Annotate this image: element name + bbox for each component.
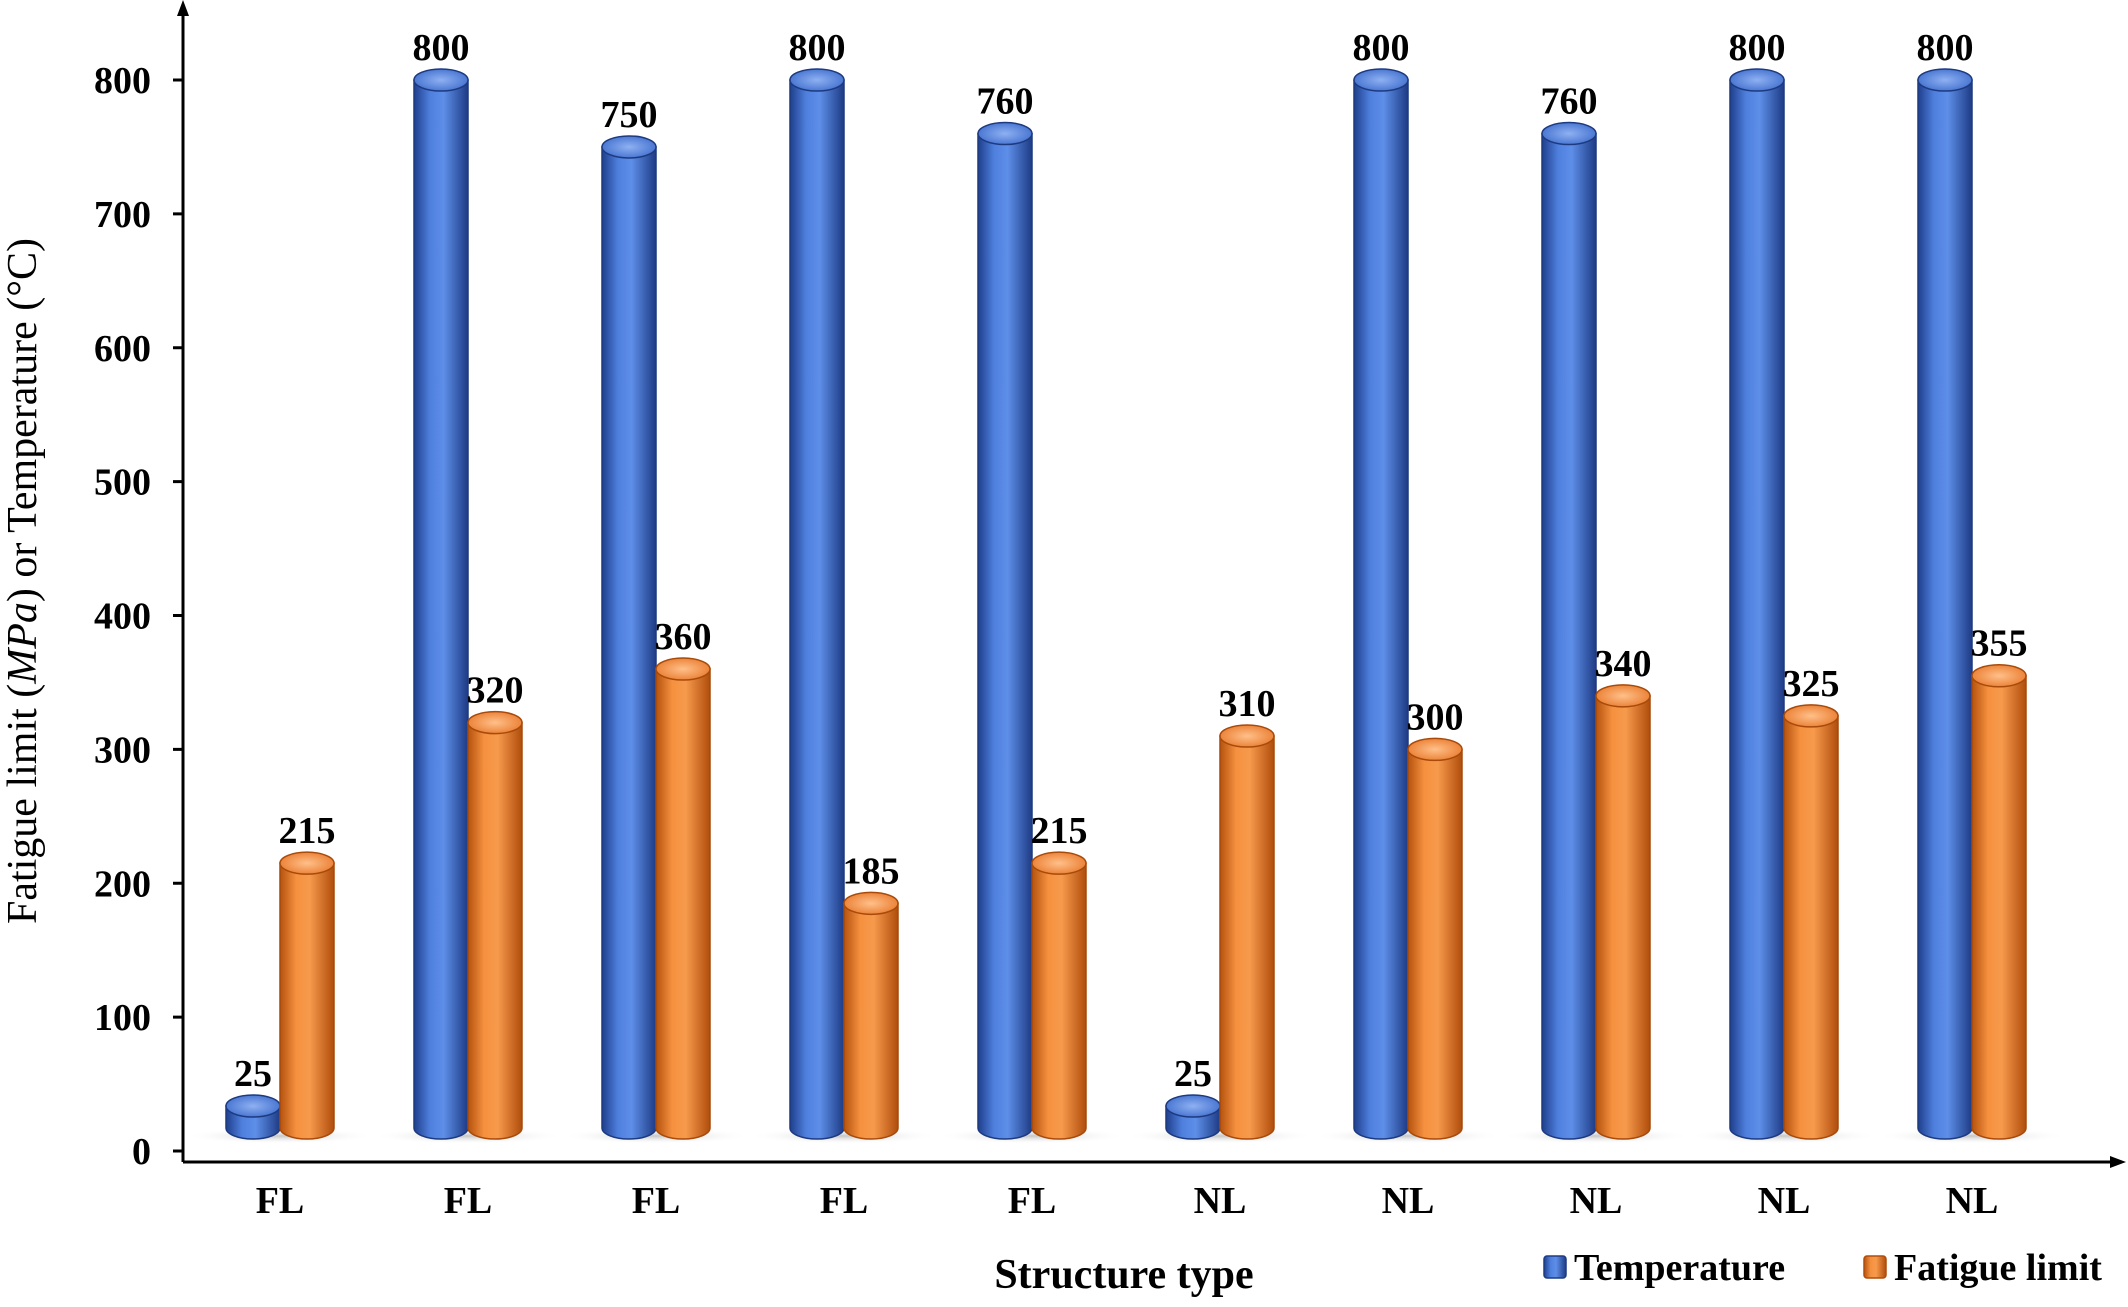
bar-top-fatigue-limit [1595,684,1651,708]
bar-top-fatigue-limit [843,891,899,916]
legend-swatch-fatigue-limit [1863,1255,1887,1279]
bar-fatigue-limit [1971,674,2027,1140]
bar-top-temperature [1353,68,1409,92]
legend-item-temperature: Temperature [1543,1247,1785,1289]
category-label-nl: NL [1382,1180,1435,1222]
category-label-fl: FL [820,1180,869,1222]
y-axis-title-italic: MPa [0,602,46,685]
value-label-temperature: 25 [1174,1053,1212,1095]
category-label-nl: NL [1946,1180,1999,1222]
y-tick-label: 300 [94,729,151,771]
bar-top-temperature [789,68,845,92]
x-axis-title: Structure type [994,1252,1253,1298]
category-label-fl: FL [1008,1180,1057,1222]
y-axis-arrow [177,0,189,16]
bar-top-fatigue-limit [1971,663,2027,688]
value-label-temperature: 800 [789,27,846,69]
bar-temperature [1541,132,1597,1140]
value-label-temperature: 800 [1917,27,1974,69]
legend-swatch-temperature [1543,1255,1567,1279]
bars [225,68,2027,1140]
legend-item-fatigue-limit: Fatigue limit [1863,1247,2102,1289]
bar-top-fatigue-limit [1031,851,1087,875]
bar-top-temperature [601,135,657,159]
bar-top-temperature [413,68,469,92]
bar-temperature [1353,79,1409,1140]
category-label-fl: FL [632,1180,681,1222]
category-label-fl: FL [256,1180,305,1222]
bar-top-fatigue-limit [1407,737,1463,762]
value-label-fatigue-limit: 215 [279,810,336,852]
bar-top-temperature [1165,1094,1221,1118]
bar-top-fatigue-limit [467,710,523,735]
bar-temperature [789,79,845,1140]
x-axis-arrow [2110,1156,2126,1168]
bar-temperature [977,132,1033,1140]
bar-fatigue-limit [279,862,335,1140]
bar-temperature [1917,79,1973,1140]
axes [177,0,2126,1168]
y-axis-title: Fatigue limit (MPa) or Temperature (°C) [0,238,46,924]
bar-top-temperature [1541,121,1597,146]
bar-top-fatigue-limit [1219,724,1275,748]
bar-temperature [413,79,469,1140]
bar-temperature [601,146,657,1140]
y-tick-label: 100 [94,997,151,1039]
y-tick-label: 0 [132,1131,151,1173]
bar-top-temperature [977,121,1033,146]
bar-fatigue-limit [1219,735,1275,1140]
value-label-fatigue-limit: 185 [843,850,900,892]
bar-fatigue-limit [1031,862,1087,1140]
category-label-fl: FL [444,1180,493,1222]
value-label-temperature: 760 [1541,81,1598,123]
value-label-temperature: 750 [601,94,658,136]
bar-fatigue-limit [1595,695,1651,1140]
value-label-fatigue-limit: 360 [655,616,712,658]
category-label-nl: NL [1194,1180,1247,1222]
legend-label-temperature: Temperature [1574,1247,1785,1289]
value-label-temperature: 800 [413,27,470,69]
bar-fatigue-limit [655,668,711,1140]
y-axis-title-after: ) or Temperature (°C) [0,238,46,602]
legend: Temperature Fatigue limit [1543,1247,2102,1289]
bar-top-temperature [1729,68,1785,92]
value-label-temperature: 800 [1729,27,1786,69]
value-label-fatigue-limit: 325 [1783,663,1840,705]
value-label-fatigue-limit: 340 [1595,643,1652,685]
value-label-temperature: 760 [977,81,1034,123]
category-label-nl: NL [1570,1180,1623,1222]
bar-top-temperature [225,1094,281,1118]
legend-label-fatigue-limit: Fatigue limit [1894,1247,2102,1289]
y-tick-label: 200 [94,863,151,905]
y-tick-label: 400 [94,596,151,638]
value-label-fatigue-limit: 310 [1219,683,1276,725]
bar-fatigue-limit [843,902,899,1140]
value-label-fatigue-limit: 215 [1031,810,1088,852]
value-label-fatigue-limit: 300 [1407,696,1464,738]
bar-fatigue-limit [1407,748,1463,1140]
y-tick-label: 800 [94,60,151,102]
bar-fatigue-limit [467,721,523,1140]
bar-top-fatigue-limit [655,657,711,681]
bar-top-temperature [1917,68,1973,92]
y-tick-label: 500 [94,462,151,504]
y-tick-label: 600 [94,328,151,370]
value-label-temperature: 25 [234,1053,272,1095]
value-label-fatigue-limit: 320 [467,670,524,712]
bar-fatigue-limit [1783,715,1839,1140]
y-axis-title-before: Fatigue limit ( [0,684,46,924]
y-tick-label: 700 [94,194,151,236]
value-label-fatigue-limit: 355 [1971,623,2028,665]
bar-temperature [1729,79,1785,1140]
value-label-temperature: 800 [1353,27,1410,69]
bar-top-fatigue-limit [279,851,335,875]
bar-top-fatigue-limit [1783,704,1839,728]
category-label-nl: NL [1758,1180,1811,1222]
category-labels: FL FL FL FL FL NL NL NL NL NL [256,1180,1999,1222]
value-labels: 25 215 800 320 750 360 800 185 760 215 25 310 800 300… [234,27,2028,1095]
y-ticks: 0 100 200 300 400 500 600 700 800 [94,60,183,1173]
